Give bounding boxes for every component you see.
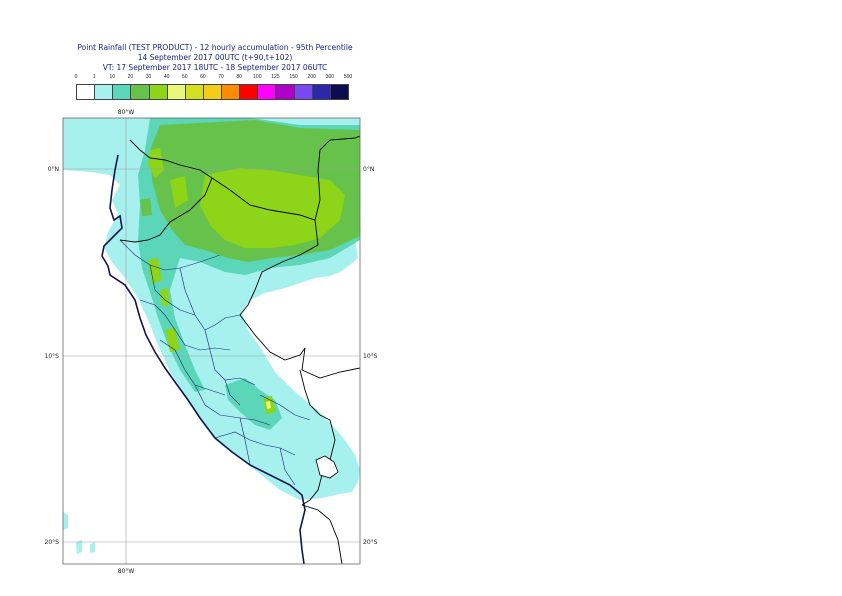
lat-label-10s-left: 10°S (45, 353, 60, 360)
legend-tick-label: 500 (343, 74, 353, 80)
lat-label-0-right: 0°N (363, 166, 374, 173)
legend-tick-label: 300 (325, 74, 335, 80)
legend-tick-label: 1 (92, 74, 96, 80)
coastline (101, 154, 306, 564)
rain-streak-2 (170, 176, 188, 208)
legend-tick-label: 150 (289, 74, 298, 80)
border-chile (301, 504, 343, 564)
rain-patch-sw (63, 512, 68, 530)
legend-tick-label: 10 (109, 74, 116, 80)
legend-tick-label: 200 (307, 74, 316, 80)
color-legend: 0 1 10 20 30 40 50 60 70 80 100 125 150 200 300 500 (74, 74, 352, 104)
legend-swatch (329, 84, 349, 100)
legend-tick-label: 125 (271, 74, 280, 80)
rain-streak-3 (148, 258, 162, 284)
lat-label-20s-left: 20°S (45, 539, 60, 546)
legend-tick-label: 20 (127, 74, 134, 80)
legend-tick-label: 50 (182, 74, 188, 80)
map-frame (62, 117, 361, 565)
lat-label-10s-right: 10°S (363, 353, 378, 360)
legend-tick-label: 40 (163, 74, 170, 80)
rain-patch-sw2 (76, 540, 95, 554)
legend-tick-label: 70 (218, 74, 224, 80)
legend-tick-label: 80 (236, 74, 242, 80)
rain-spot-2 (330, 132, 355, 152)
legend-tick-label: 60 (200, 74, 206, 80)
lon-label-bottom: 80°W (118, 568, 135, 575)
legend-tick-label: 0 (74, 74, 78, 80)
lake-titicaca (315, 455, 339, 479)
title-line-3: VT: 17 September 2017 18UTC - 18 Septemb… (102, 63, 328, 72)
legend-tick-label: 100 (253, 74, 262, 80)
rain-spot-yellow (266, 401, 271, 409)
border-bolivia (299, 369, 336, 506)
region-boundaries (119, 239, 311, 486)
title-line-2: 14 September 2017 00UTC (t+90,t+102) (137, 53, 293, 62)
rain-area-bright (200, 168, 345, 248)
rain-streak-1 (148, 148, 164, 178)
rain-area-teal-south (225, 378, 282, 430)
border-ecuador-peru (119, 139, 213, 243)
lat-label-20s-right: 20°S (363, 539, 378, 546)
border-colombia (211, 135, 360, 221)
legend-tick-label: 30 (145, 74, 152, 80)
border-brazil (239, 219, 360, 379)
title-line-1: Point Rainfall (TEST PRODUCT) - 12 hourl… (77, 43, 353, 52)
lon-label-top: 80°W (118, 109, 135, 116)
lat-label-0-left: 0°N (48, 166, 59, 173)
rain-spot-3 (140, 198, 152, 216)
